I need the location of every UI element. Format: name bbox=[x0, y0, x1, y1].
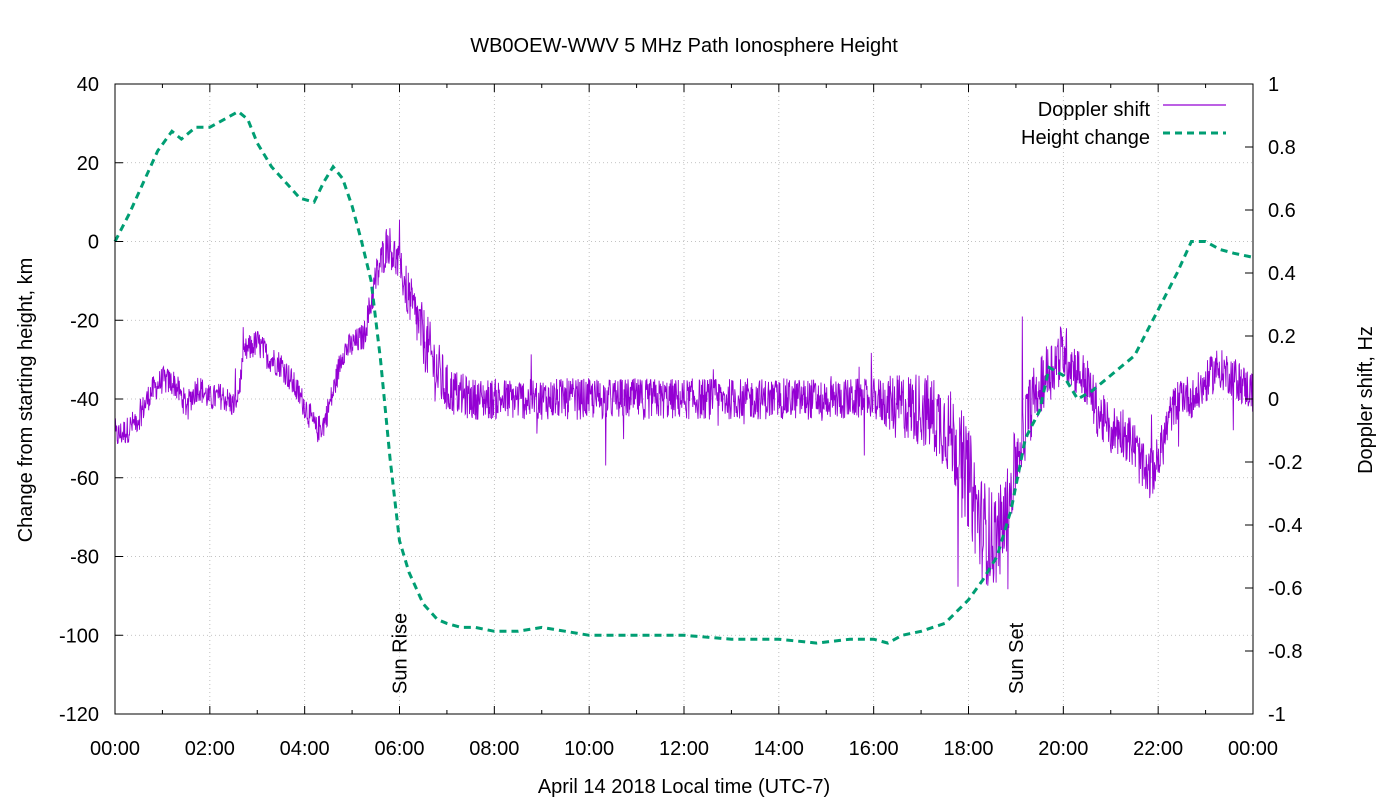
y-right-tick-label: -0.4 bbox=[1268, 515, 1302, 537]
y-left-tick-label: -60 bbox=[70, 468, 99, 490]
y-left-tick-label: -120 bbox=[59, 704, 99, 726]
annotations: Sun Rise Sun Set bbox=[390, 613, 1028, 694]
chart-title: WB0OEW-WWV 5 MHz Path Ionosphere Height bbox=[470, 35, 898, 57]
legend-label-height: Height change bbox=[1021, 127, 1150, 149]
y-left-tick-label: -20 bbox=[70, 310, 99, 332]
series-line-height-change bbox=[113, 109, 1254, 645]
y-right-tick-labels: 1 0.8 0.6 0.4 0.2 0 -0.2 -0.4 -0.6 -0.8 -1 bbox=[1268, 74, 1302, 726]
y-left-axis-label: Change from starting height, km bbox=[15, 258, 37, 543]
x-tick-label: 04:00 bbox=[280, 738, 330, 760]
x-axis-label: April 14 2018 Local time (UTC-7) bbox=[538, 776, 830, 798]
x-tick-label: 16:00 bbox=[849, 738, 899, 760]
y-right-tick-label: -0.8 bbox=[1268, 641, 1302, 663]
x-tick-label: 12:00 bbox=[659, 738, 709, 760]
x-tick-label: 14:00 bbox=[754, 738, 804, 760]
y-right-tick-label: 0.4 bbox=[1268, 263, 1296, 285]
y-right-tick-label: 1 bbox=[1268, 74, 1279, 96]
y-right-tick-label: -0.2 bbox=[1268, 452, 1302, 474]
y-left-tick-label: -100 bbox=[59, 625, 99, 647]
y-left-tick-label: 20 bbox=[77, 153, 99, 175]
x-tick-label: 00:00 bbox=[90, 738, 140, 760]
y-left-tick-labels: 40 20 0 -20 -40 -60 -80 -100 -120 bbox=[59, 74, 99, 726]
x-tick-label: 20:00 bbox=[1038, 738, 1088, 760]
series-line-doppler-shift bbox=[114, 219, 1254, 590]
x-tick-label: 02:00 bbox=[185, 738, 235, 760]
y-right-axis-label: Doppler shift, Hz bbox=[1355, 326, 1377, 474]
x-tick-label: 08:00 bbox=[469, 738, 519, 760]
x-tick-label: 18:00 bbox=[943, 738, 993, 760]
x-tick-label: 22:00 bbox=[1133, 738, 1183, 760]
legend-label-doppler: Doppler shift bbox=[1038, 99, 1151, 121]
x-tick-labels: 00:00 02:00 04:00 06:00 08:00 10:00 12:00 14:00… bbox=[90, 738, 1278, 760]
y-left-tick-label: -40 bbox=[70, 389, 99, 411]
y-left-tick-label: 0 bbox=[88, 232, 99, 254]
y-left-tick-label: -80 bbox=[70, 547, 99, 569]
y-left-tick-label: 40 bbox=[77, 74, 99, 96]
annotation-label: Sun Set bbox=[1006, 622, 1028, 694]
legend: Doppler shift Height change bbox=[1021, 99, 1226, 149]
ticks bbox=[114, 83, 1254, 715]
series-layer bbox=[113, 109, 1254, 645]
x-tick-label: 10:00 bbox=[564, 738, 614, 760]
y-right-tick-label: 0.2 bbox=[1268, 326, 1296, 348]
x-tick-label: 00:00 bbox=[1228, 738, 1278, 760]
y-right-tick-label: 0 bbox=[1268, 389, 1279, 411]
y-right-tick-label: -1 bbox=[1268, 704, 1286, 726]
y-right-tick-label: 0.6 bbox=[1268, 200, 1296, 222]
y-right-tick-label: 0.8 bbox=[1268, 137, 1296, 159]
y-right-tick-label: -0.6 bbox=[1268, 578, 1302, 600]
x-tick-label: 06:00 bbox=[374, 738, 424, 760]
annotation-label: Sun Rise bbox=[390, 613, 412, 694]
